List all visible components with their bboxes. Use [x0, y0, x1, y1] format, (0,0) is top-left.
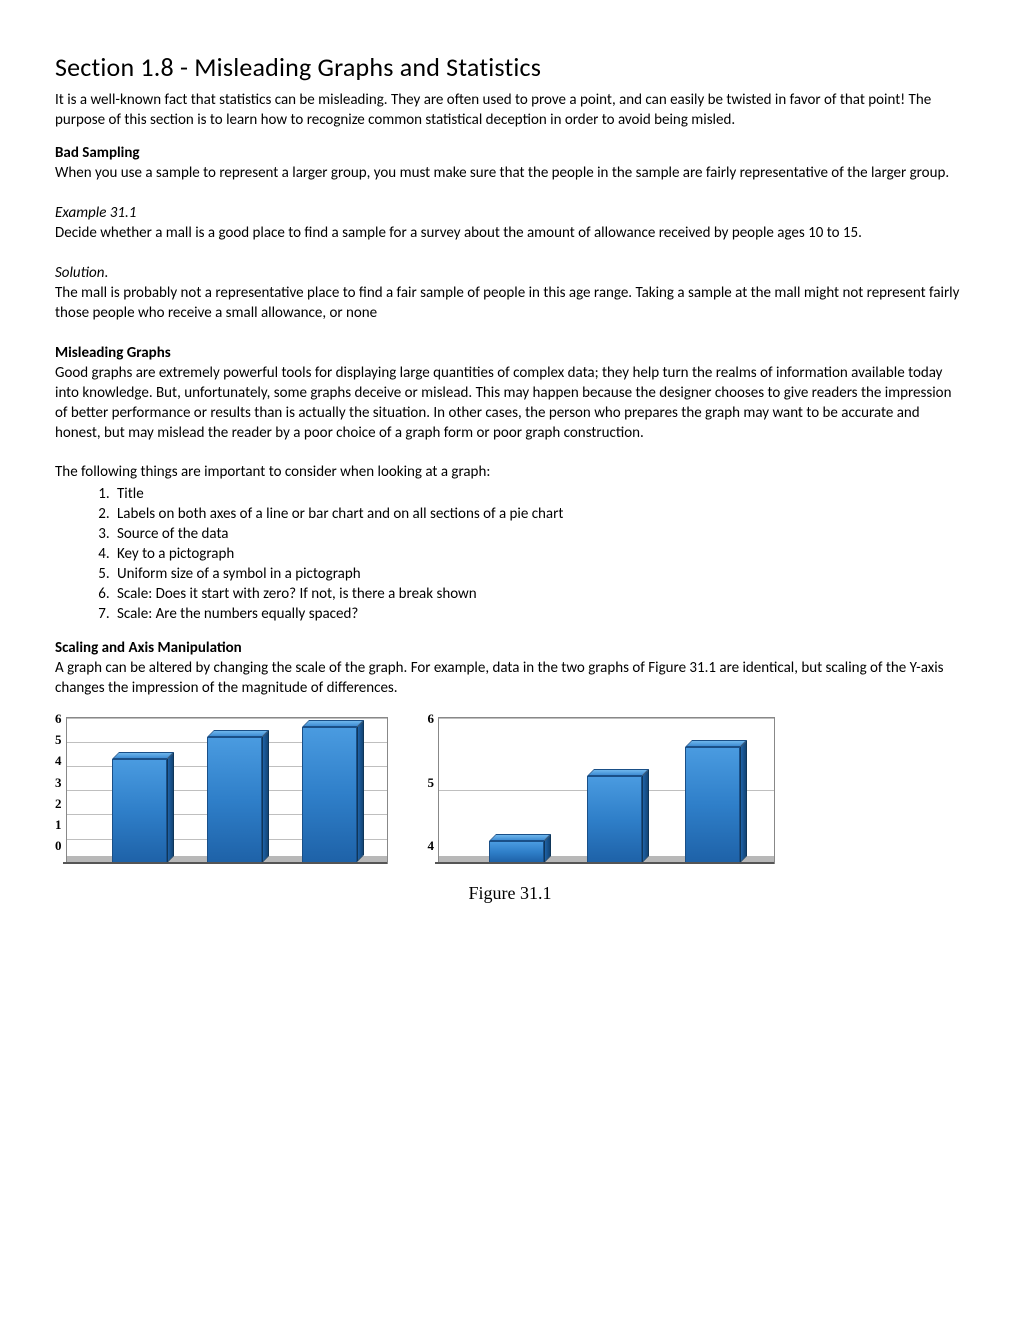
page-title: Section 1.8 - Misleading Graphs and Stat…	[55, 50, 965, 85]
solution-head: Solution.	[55, 264, 108, 282]
list-item: Source of the data	[113, 525, 965, 545]
chart-right	[438, 717, 775, 864]
chart-right-wrap: 654	[428, 717, 776, 864]
consider-list: Title Labels on both axes of a line or b…	[55, 485, 965, 625]
solution-body: The mall is probably not a representativ…	[55, 284, 959, 322]
misleading-head: Misleading Graphs	[55, 344, 171, 362]
example-head: Example 31.1	[55, 204, 136, 222]
chart-bar	[489, 841, 544, 863]
scaling-head: Scaling and Axis Manipulation	[55, 639, 242, 657]
scaling-block: Scaling and Axis Manipulation A graph ca…	[55, 639, 965, 699]
example-body: Decide whether a mall is a good place to…	[55, 224, 862, 242]
figure-caption: Figure 31.1	[55, 882, 965, 906]
chart-left-wrap: 6543210	[55, 717, 388, 864]
example-block: Example 31.1 Decide whether a mall is a …	[55, 204, 965, 244]
misleading-body: Good graphs are extremely powerful tools…	[55, 364, 951, 442]
consider-lead: The following things are important to co…	[55, 463, 965, 483]
chart-bar	[207, 737, 262, 863]
bad-sampling-body: When you use a sample to represent a lar…	[55, 164, 949, 182]
solution-block: Solution. The mall is probably not a rep…	[55, 264, 965, 324]
charts-row: 6543210 654	[55, 717, 965, 864]
chart-left	[66, 717, 388, 864]
list-item: Scale: Are the numbers equally spaced?	[113, 605, 965, 625]
chart-bar	[587, 776, 642, 863]
list-item: Key to a pictograph	[113, 545, 965, 565]
chart-bar	[685, 747, 740, 863]
bad-sampling-block: Bad Sampling When you use a sample to re…	[55, 144, 965, 184]
list-item: Scale: Does it start with zero? If not, …	[113, 585, 965, 605]
scaling-body: A graph can be altered by changing the s…	[55, 659, 944, 697]
list-item: Uniform size of a symbol in a pictograph	[113, 565, 965, 585]
intro-paragraph: It is a well-known fact that statistics …	[55, 91, 965, 131]
chart-left-yticks: 6543210	[55, 710, 66, 855]
list-item: Title	[113, 485, 965, 505]
chart-bar	[302, 727, 357, 862]
chart-bar	[112, 759, 167, 863]
chart-right-yticks: 654	[428, 710, 439, 855]
misleading-block: Misleading Graphs Good graphs are extrem…	[55, 344, 965, 444]
list-item: Labels on both axes of a line or bar cha…	[113, 505, 965, 525]
bad-sampling-head: Bad Sampling	[55, 144, 140, 162]
